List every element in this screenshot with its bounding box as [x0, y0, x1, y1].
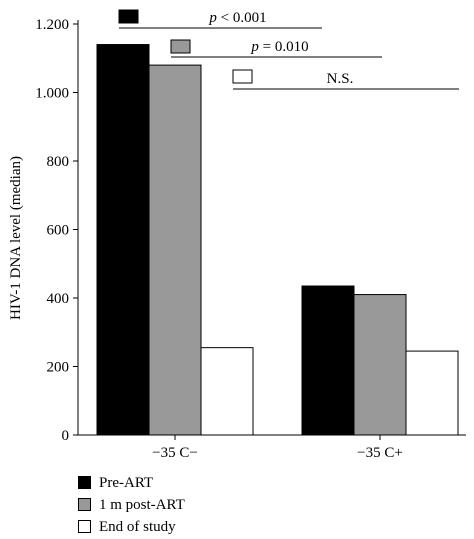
annotation-swatch — [232, 69, 253, 84]
p-symbol: p — [208, 10, 217, 26]
y-tick-label: 200 — [47, 360, 70, 376]
bar — [301, 285, 355, 436]
p-symbol: p — [250, 39, 259, 55]
annotation-swatch — [170, 39, 191, 54]
legend-swatch — [78, 476, 91, 489]
y-tick-label: 1.200 — [35, 17, 69, 33]
legend-label: 1 m post-ART — [99, 497, 185, 513]
annotation-swatch — [118, 9, 139, 24]
bars — [96, 44, 459, 436]
bar — [405, 350, 459, 436]
bar — [353, 294, 407, 436]
significance-label: N.S. — [327, 71, 354, 87]
axes: 0 200 400 600 800 1.000 1.200 −35 C− −35 C+ — [35, 17, 466, 461]
legend-label: End of study — [99, 519, 176, 535]
p-value: = 0.010 — [259, 39, 309, 55]
p-value: < 0.001 — [217, 10, 267, 26]
legend-swatch — [78, 498, 91, 511]
p-value: N.S. — [327, 71, 354, 87]
bar — [148, 64, 202, 436]
y-tick-label: 800 — [47, 154, 70, 170]
x-tick-label: −35 C− — [152, 445, 198, 461]
legend-label: Pre-ART — [99, 475, 154, 491]
bar — [200, 347, 254, 436]
y-tick-label: 400 — [47, 291, 70, 307]
legend-swatch — [78, 520, 91, 533]
y-tick-label: 0 — [62, 428, 70, 444]
y-tick-label: 600 — [47, 223, 70, 239]
bar — [96, 44, 150, 436]
x-tick-label: −35 C+ — [357, 445, 403, 461]
significance-label: p < 0.001 — [208, 10, 266, 26]
y-axis-label: HIV-1 DNA level (median) — [8, 156, 24, 320]
significance-label: p = 0.010 — [250, 39, 308, 55]
y-tick-label: 1.000 — [35, 86, 69, 102]
